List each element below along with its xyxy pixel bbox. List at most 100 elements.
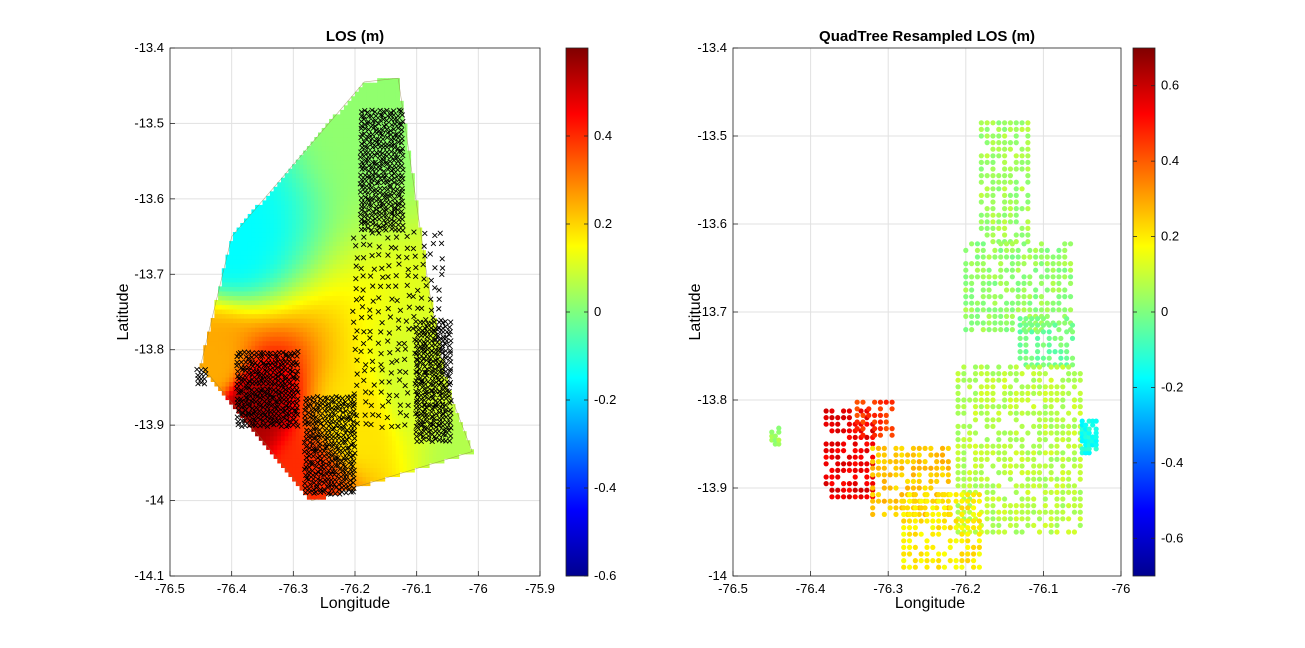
field-cell (244, 304, 249, 310)
field-cell (306, 195, 312, 201)
field-cell (281, 259, 286, 265)
field-cell (329, 204, 334, 211)
field-cell (321, 277, 326, 283)
field-cell (414, 453, 419, 459)
field-cell (221, 299, 227, 306)
sample-marker (365, 149, 371, 156)
field-cell (369, 177, 375, 183)
field-cell (388, 200, 393, 206)
field-cell (277, 232, 282, 238)
field-cell (399, 295, 404, 301)
field-cell (343, 200, 349, 206)
field-cell (440, 449, 445, 455)
field-cell (314, 141, 319, 147)
field-cell (266, 209, 271, 215)
field-cell (306, 164, 312, 170)
field-cell (310, 159, 315, 165)
field-cell (288, 354, 293, 360)
field-cell (362, 304, 367, 310)
field-cell (240, 222, 245, 229)
sample-marker (383, 191, 389, 197)
field-cell (347, 109, 352, 115)
field-cell (373, 91, 378, 97)
field-cell (273, 236, 278, 242)
field-cell (395, 340, 400, 346)
sample-marker (447, 433, 454, 439)
field-cell (414, 422, 419, 428)
field-cell (362, 462, 367, 468)
field-cell (277, 313, 282, 319)
field-cell (417, 245, 423, 251)
field-cell (425, 413, 430, 419)
field-cell (273, 213, 278, 220)
field-cell (395, 290, 400, 297)
field-cell (314, 404, 319, 410)
sample-marker (436, 325, 442, 331)
field-cell (358, 340, 363, 346)
field-cell (403, 467, 408, 473)
field-cell (436, 354, 441, 360)
field-cell (351, 263, 356, 269)
field-cell (388, 336, 393, 342)
field-cell (392, 408, 397, 414)
sample-marker (420, 319, 427, 326)
field-cell (306, 204, 312, 211)
field-cell (295, 227, 301, 233)
field-cell (207, 340, 212, 346)
field-cell (373, 422, 378, 428)
field-cell (295, 394, 301, 401)
field-cell (403, 186, 408, 192)
field-cell (358, 209, 363, 215)
field-cell (336, 327, 341, 333)
field-cell (417, 286, 423, 292)
field-cell (247, 259, 252, 265)
field-cell (369, 417, 375, 423)
field-cell (340, 132, 345, 138)
field-cell (266, 404, 271, 410)
field-cell (244, 376, 249, 382)
field-cell (362, 118, 367, 125)
field-cell (355, 440, 360, 446)
sample-marker (360, 255, 367, 261)
field-cell (351, 114, 356, 120)
field-cell (355, 91, 360, 97)
field-cell (325, 349, 330, 355)
sample-marker (369, 107, 375, 113)
field-cell (351, 254, 356, 260)
field-cell (218, 299, 223, 306)
field-cell (288, 218, 293, 224)
field-cell (395, 245, 400, 251)
field-cell (373, 250, 378, 256)
field-cell (395, 444, 400, 450)
field-cell (429, 422, 434, 428)
sample-marker (405, 266, 412, 273)
field-cell (247, 331, 252, 337)
field-cell (236, 281, 241, 287)
field-cell (403, 150, 408, 156)
field-cell (369, 96, 375, 102)
field-cell (392, 399, 397, 405)
field-cell (384, 277, 389, 283)
field-cell (329, 186, 334, 192)
field-cell (277, 345, 282, 351)
field-cell (392, 78, 397, 84)
field-cell (292, 399, 297, 405)
field-cell (262, 417, 267, 423)
field-cell (269, 250, 275, 256)
field-cell (351, 100, 356, 106)
field-cell (336, 245, 341, 251)
field-cell (410, 462, 415, 468)
field-cell (314, 318, 319, 324)
field-cell (355, 295, 360, 301)
sample-marker (370, 298, 376, 304)
field-cell (281, 204, 286, 211)
field-cell (329, 159, 334, 165)
field-cell (421, 263, 426, 269)
field-cell (321, 318, 326, 324)
field-cell (443, 413, 449, 419)
sample-marker (369, 358, 376, 365)
field-cell (429, 367, 434, 373)
field-cell (421, 453, 426, 459)
field-cell (336, 227, 341, 233)
field-cell (406, 218, 412, 224)
